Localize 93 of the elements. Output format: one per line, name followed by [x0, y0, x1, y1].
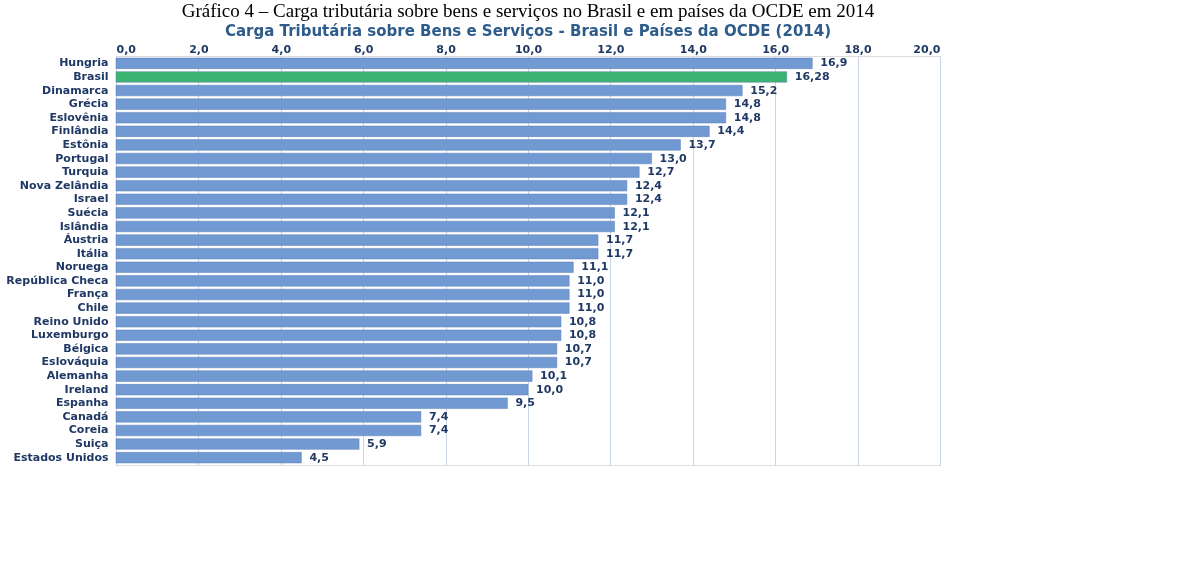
- y-tick-label: Canadá: [62, 409, 109, 423]
- data-label: 14,8: [733, 110, 761, 124]
- data-label: 11,0: [577, 287, 605, 301]
- y-tick-label: Bélgica: [63, 341, 109, 355]
- x-tick-label: 14,0: [679, 42, 708, 56]
- data-label: 9,5: [515, 396, 535, 410]
- bar: [115, 152, 652, 165]
- y-tick-label: Hungria: [59, 56, 109, 70]
- data-label: 4,5: [309, 450, 329, 464]
- chart-title: Gráfico 4 – Carga tributária sobre bens e serviços no Brasil e em países da OCDE em 2014: [181, 0, 875, 21]
- bar: [115, 234, 599, 246]
- bar: [115, 57, 813, 69]
- bar: [115, 275, 570, 287]
- y-tick-label: Turquia: [62, 165, 109, 179]
- bar: [115, 438, 360, 450]
- y-tick-label: Estados Unidos: [13, 450, 109, 464]
- bar: [115, 207, 615, 219]
- data-label: 12,1: [622, 205, 650, 219]
- data-label: 10,0: [536, 382, 564, 396]
- y-tick-label: Eslovênia: [49, 110, 109, 124]
- y-tick-label: Itália: [76, 246, 109, 260]
- bar: [115, 343, 558, 355]
- x-tick-label: 4,0: [271, 42, 292, 56]
- bar: [115, 356, 558, 369]
- y-tick-label: Portugal: [55, 151, 109, 165]
- y-tick-label: Suécia: [67, 205, 109, 219]
- y-tick-label: Espanha: [56, 396, 109, 410]
- y-tick-label: Ireland: [64, 382, 109, 396]
- y-tick-label: Noruega: [55, 260, 109, 274]
- y-tick-label: França: [67, 287, 109, 301]
- bar: [115, 424, 422, 437]
- y-tick-label: Coreia: [68, 423, 109, 437]
- bar: [115, 166, 640, 178]
- x-tick-label: 10,0: [514, 42, 543, 56]
- y-tick-label: Brasil: [73, 69, 109, 83]
- x-tick-label: 8,0: [436, 42, 457, 56]
- bar: [115, 98, 727, 110]
- data-label: 10,7: [564, 341, 592, 355]
- y-tick-label: Grécia: [68, 97, 109, 111]
- data-label: 10,8: [568, 328, 597, 342]
- data-label: 16,9: [820, 56, 848, 70]
- data-label: 7,4: [428, 409, 449, 423]
- data-label: 11,7: [606, 233, 634, 247]
- y-tick-label: Chile: [77, 301, 109, 315]
- x-tick-label: 16,0: [762, 42, 790, 56]
- bar: [115, 139, 681, 151]
- data-label: 10,1: [540, 369, 568, 383]
- data-label: 10,7: [564, 355, 592, 369]
- x-tick-label: 6,0: [353, 42, 374, 56]
- data-label: 15,2: [750, 83, 778, 97]
- data-label: 12,7: [647, 165, 675, 179]
- y-tick-label: Eslováquia: [41, 355, 109, 369]
- y-tick-label: Islândia: [59, 219, 109, 233]
- bar: [115, 452, 302, 464]
- x-tick-label: 20,0: [913, 42, 941, 56]
- bar: [115, 302, 570, 314]
- x-tick-label: 2,0: [189, 42, 209, 56]
- data-label: 7,4: [428, 423, 449, 437]
- data-label: 12,4: [634, 192, 663, 206]
- chart-subtitle: Carga Tributária sobre Bens e Serviços - Brasil e Países da OCDE (2014): [224, 22, 832, 40]
- data-label: 10,8: [568, 314, 597, 328]
- y-tick-label: República Checa: [6, 273, 109, 287]
- y-tick-label: Alemanha: [46, 369, 109, 383]
- data-label: 16,28: [794, 69, 830, 83]
- y-tick-label: Finlândia: [51, 124, 109, 138]
- x-tick-label: 12,0: [597, 42, 625, 56]
- y-tick-label: Nova Zelândia: [19, 178, 109, 192]
- bar: [115, 71, 787, 83]
- y-tick-label: Luxemburgo: [31, 328, 109, 342]
- x-tick-label: 18,0: [844, 42, 873, 56]
- y-tick-label: Israel: [73, 192, 109, 206]
- data-label: 11,0: [577, 273, 605, 287]
- y-tick-label: Suiça: [75, 437, 109, 451]
- bar: [115, 411, 422, 423]
- data-label: 12,4: [634, 178, 663, 192]
- data-label: 14,8: [733, 97, 761, 111]
- bar: [115, 84, 743, 97]
- data-label: 12,1: [622, 219, 650, 233]
- bar: [115, 288, 570, 301]
- data-label: 11,1: [581, 260, 609, 274]
- y-tick-label: Dinamarca: [42, 83, 109, 97]
- data-label: 14,4: [717, 124, 745, 138]
- bar: [115, 370, 533, 382]
- data-label: 13,0: [659, 151, 688, 165]
- data-label: 5,9: [367, 437, 387, 451]
- y-tick-label: Reino Unido: [33, 314, 109, 328]
- bar: [115, 220, 615, 233]
- data-label: 13,7: [688, 137, 716, 151]
- x-tick-label: 0,0: [116, 42, 137, 56]
- data-label: 11,0: [577, 301, 605, 315]
- y-tick-label: Áustria: [63, 233, 109, 247]
- y-tick-label: Estônia: [62, 137, 109, 151]
- data-label: 11,7: [606, 246, 634, 260]
